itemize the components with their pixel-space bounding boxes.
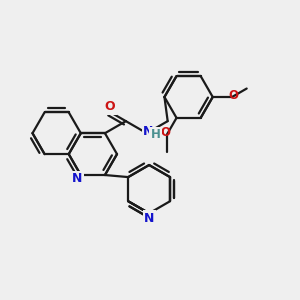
- Text: N: N: [144, 212, 154, 224]
- Text: O: O: [161, 126, 171, 140]
- Text: N: N: [143, 125, 153, 138]
- Text: H: H: [151, 128, 160, 141]
- Text: N: N: [72, 172, 82, 185]
- Text: O: O: [105, 100, 116, 113]
- Text: N: N: [144, 212, 154, 224]
- Text: O: O: [105, 100, 116, 113]
- Text: N: N: [143, 125, 153, 138]
- Text: N: N: [72, 172, 82, 185]
- Text: O: O: [228, 89, 238, 102]
- Text: H: H: [151, 128, 160, 141]
